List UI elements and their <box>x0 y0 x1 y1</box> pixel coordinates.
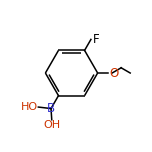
Text: F: F <box>92 33 99 46</box>
Text: O: O <box>109 67 119 79</box>
Text: OH: OH <box>43 121 60 130</box>
Text: HO: HO <box>21 102 38 112</box>
Text: B: B <box>47 102 55 115</box>
